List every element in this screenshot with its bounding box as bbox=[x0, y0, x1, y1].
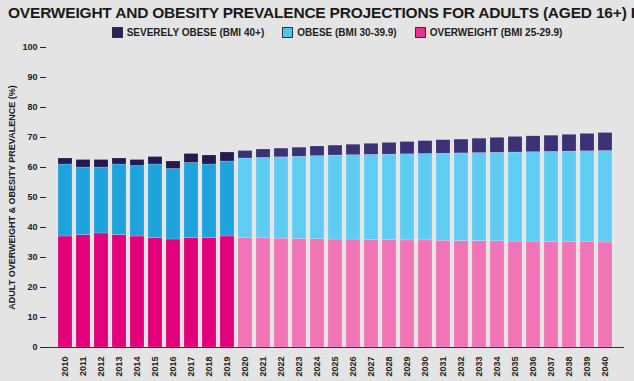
svg-text:60: 60 bbox=[27, 162, 37, 172]
svg-text:2027: 2027 bbox=[366, 357, 376, 377]
svg-text:10: 10 bbox=[27, 312, 37, 322]
svg-text:100: 100 bbox=[22, 42, 37, 52]
svg-text:2024: 2024 bbox=[312, 357, 322, 377]
svg-text:2011: 2011 bbox=[78, 357, 88, 377]
svg-text:90: 90 bbox=[27, 72, 37, 82]
svg-text:2030: 2030 bbox=[420, 357, 430, 377]
svg-text:2022: 2022 bbox=[276, 357, 286, 377]
svg-text:2015: 2015 bbox=[150, 357, 160, 377]
svg-text:0: 0 bbox=[32, 342, 37, 352]
svg-text:2028: 2028 bbox=[384, 357, 394, 377]
svg-text:2033: 2033 bbox=[474, 357, 484, 377]
svg-text:2013: 2013 bbox=[114, 357, 124, 377]
svg-text:2029: 2029 bbox=[402, 357, 412, 377]
svg-text:2026: 2026 bbox=[348, 357, 358, 377]
svg-text:2025: 2025 bbox=[330, 357, 340, 377]
svg-text:ADULT OVERWEIGHT & OBESITY PRE: ADULT OVERWEIGHT & OBESITY PREVALENCE (%… bbox=[7, 85, 17, 309]
svg-text:2017: 2017 bbox=[186, 357, 196, 377]
svg-text:2040: 2040 bbox=[600, 357, 610, 377]
svg-text:2038: 2038 bbox=[564, 357, 574, 377]
svg-text:30: 30 bbox=[27, 252, 37, 262]
svg-text:2010: 2010 bbox=[60, 357, 70, 377]
html-text:OBESE (BMI 30-39.9): OBESE (BMI 30-39.9) bbox=[297, 26, 397, 38]
svg-text:40: 40 bbox=[27, 222, 37, 232]
svg-text:2035: 2035 bbox=[510, 357, 520, 377]
svg-text:80: 80 bbox=[27, 102, 37, 112]
svg-text:2023: 2023 bbox=[294, 357, 304, 377]
html-text:OVERWEIGHT (BMI 25-29.9): OVERWEIGHT (BMI 25-29.9) bbox=[429, 26, 563, 38]
svg-text:2036: 2036 bbox=[528, 357, 538, 377]
svg-text:2031: 2031 bbox=[438, 357, 448, 377]
svg-text:70: 70 bbox=[27, 132, 37, 142]
svg-text:2012: 2012 bbox=[96, 357, 106, 377]
svg-text:2018: 2018 bbox=[204, 357, 214, 377]
svg-text:2037: 2037 bbox=[546, 357, 556, 377]
svg-text:2039: 2039 bbox=[582, 357, 592, 377]
svg-text:2019: 2019 bbox=[222, 357, 232, 377]
svg-text:20: 20 bbox=[27, 282, 37, 292]
svg-text:2020: 2020 bbox=[240, 357, 250, 377]
svg-text:2032: 2032 bbox=[456, 357, 466, 377]
svg-text:2014: 2014 bbox=[132, 357, 142, 377]
svg-text:2021: 2021 bbox=[258, 357, 268, 377]
html-text:SEVERELY OBESE (BMI 40+): SEVERELY OBESE (BMI 40+) bbox=[126, 26, 265, 38]
svg-text:2034: 2034 bbox=[492, 357, 502, 377]
svg-text:2016: 2016 bbox=[168, 357, 178, 377]
svg-text:50: 50 bbox=[27, 192, 37, 202]
